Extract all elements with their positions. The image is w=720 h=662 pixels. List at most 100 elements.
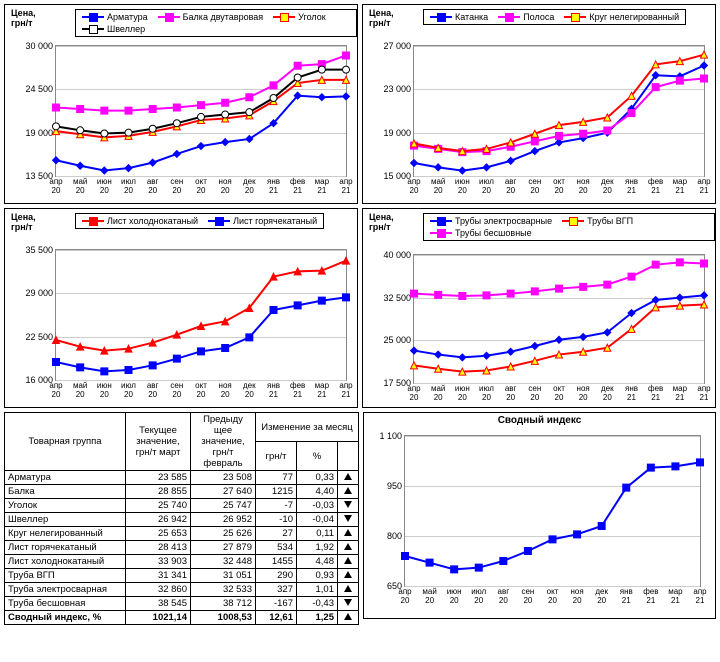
x-tick: апр21	[339, 178, 352, 196]
x-tick: сен20	[521, 588, 534, 606]
x-tick: сен20	[170, 178, 183, 196]
marker	[459, 167, 466, 174]
marker	[246, 109, 253, 116]
y-axis-label: Цена,грн/т	[369, 9, 394, 29]
cell-name: Труба ВГП	[5, 569, 126, 583]
x-tick: апр20	[49, 382, 62, 400]
th-current: Текущее значение, грн/т март	[126, 413, 191, 471]
marker	[411, 347, 418, 354]
legend-item: Катанка	[430, 12, 488, 22]
table-row: Арматура 23 585 23 508 77 0,33	[5, 471, 359, 485]
legend-item: Лист горячекатаный	[208, 216, 317, 226]
cell-prev: 23 508	[191, 471, 256, 485]
arrow-down-icon	[344, 501, 352, 508]
marker	[451, 566, 458, 573]
cell-p: 4,48	[297, 555, 338, 569]
x-tick: окт20	[547, 588, 559, 606]
marker	[500, 558, 507, 565]
marker	[53, 104, 60, 111]
table-row: Круг нелегированный 25 653 25 626 27 0,1…	[5, 527, 359, 541]
y-tick: 40 000	[383, 250, 411, 260]
legend: Трубы электросварныеТрубы ВГПТрубы бесшо…	[423, 213, 715, 241]
series-line	[405, 462, 700, 569]
plot-area: 13 50019 00024 50030 000апр20май20июн20и…	[55, 45, 347, 177]
cell-name: Швеллер	[5, 513, 126, 527]
plot-area: 17 50025 00032 50040 000апр20май20июн20и…	[413, 254, 705, 384]
y-tick: 19 000	[383, 128, 411, 138]
y-axis-label: Цена,грн/т	[369, 213, 394, 233]
marker	[507, 348, 514, 355]
marker	[604, 127, 611, 134]
cell-name: Сводный индекс, %	[5, 611, 126, 625]
cell-dir	[338, 485, 359, 499]
marker	[77, 127, 84, 134]
marker	[101, 167, 108, 174]
legend-item: Балка двутавровая	[158, 12, 264, 22]
cell-dir	[338, 611, 359, 625]
chart5-panel: Сводный индекс6508009501 100апр20май20ию…	[363, 412, 716, 619]
marker	[507, 290, 514, 297]
table-row: Лист холоднокатаный 33 903 32 448 1455 4…	[5, 555, 359, 569]
x-tick: ноя20	[570, 588, 583, 606]
table-row: Труба электросварная 32 860 32 533 327 1…	[5, 583, 359, 597]
x-tick: дек20	[595, 588, 608, 606]
legend-item: Уголок	[273, 12, 326, 22]
x-tick: июн20	[455, 178, 470, 196]
cell-p: -0,04	[297, 513, 338, 527]
y-axis-label: Цена,грн/т	[11, 9, 36, 29]
x-tick: фев21	[290, 178, 305, 196]
table-row: Швеллер 26 942 26 952 -10 -0,04	[5, 513, 359, 527]
marker	[149, 106, 156, 113]
marker	[483, 164, 490, 171]
x-tick: дек20	[601, 385, 614, 403]
top-charts-row: Цена,грн/тАрматураБалка двутавроваяУголо…	[4, 4, 716, 204]
cell-prev: 32 533	[191, 583, 256, 597]
marker	[173, 355, 180, 362]
x-tick: июл20	[121, 178, 136, 196]
legend-item: Трубы ВГП	[562, 216, 633, 226]
marker	[246, 334, 253, 341]
cell-prev: 26 952	[191, 513, 256, 527]
marker	[77, 106, 84, 113]
cell-name: Круг нелегированный	[5, 527, 126, 541]
cell-cur: 25 653	[126, 527, 191, 541]
x-tick: янв21	[625, 385, 638, 403]
cell-d: 534	[256, 541, 297, 555]
marker	[198, 102, 205, 109]
cell-cur: 26 942	[126, 513, 191, 527]
marker	[270, 307, 277, 314]
legend-label: Швеллер	[107, 24, 145, 34]
marker	[318, 94, 325, 101]
chart4-panel: Цена,грн/т Трубы электросварныеТрубы ВГПТ…	[362, 208, 716, 408]
cell-prev: 27 640	[191, 485, 256, 499]
x-tick: авг20	[505, 385, 517, 403]
series-line	[56, 261, 346, 351]
cell-cur: 23 585	[126, 471, 191, 485]
legend: КатанкаПолосаКруг нелегированный	[423, 9, 686, 25]
x-tick: авг20	[147, 382, 159, 400]
y-tick: 800	[387, 531, 402, 541]
x-tick: дек20	[243, 178, 256, 196]
marker	[246, 94, 253, 101]
table-row: Балка 28 855 27 640 1215 4,40	[5, 485, 359, 499]
x-tick: мар21	[668, 588, 682, 606]
y-tick: 35 500	[25, 245, 53, 255]
legend-label: Круг нелегированный	[589, 12, 679, 22]
legend-label: Трубы бесшовные	[455, 228, 532, 238]
y-tick: 24 500	[25, 84, 53, 94]
marker	[149, 125, 156, 132]
cell-dir	[338, 513, 359, 527]
cell-prev: 31 051	[191, 569, 256, 583]
cell-cur: 38 545	[126, 597, 191, 611]
arrow-up-icon	[344, 585, 352, 592]
marker	[459, 292, 466, 299]
marker	[549, 536, 556, 543]
cell-prev: 27 879	[191, 541, 256, 555]
marker	[270, 95, 277, 102]
cell-d: 12,61	[256, 611, 297, 625]
cell-d: -167	[256, 597, 297, 611]
cell-cur: 32 860	[126, 583, 191, 597]
marker	[676, 77, 683, 84]
marker	[173, 150, 180, 157]
x-tick: мар21	[673, 178, 687, 196]
